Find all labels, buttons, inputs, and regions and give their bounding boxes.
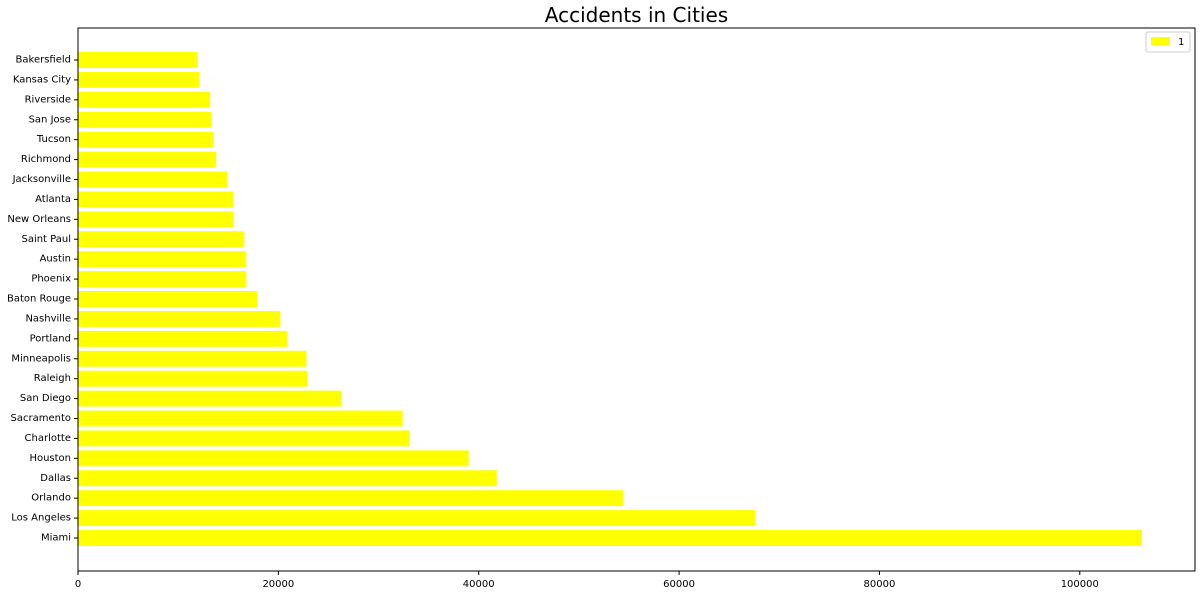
y-tick-label: New Orleans: [7, 214, 71, 225]
bar-kansas-city: [78, 71, 200, 88]
y-tick-label: Raleigh: [34, 373, 71, 384]
y-tick-label: Portland: [30, 333, 71, 344]
y-tick-label: Charlotte: [25, 433, 71, 444]
bar-tucson: [78, 131, 214, 148]
legend-swatch: [1151, 37, 1170, 45]
y-tick-label: Atlanta: [35, 194, 71, 205]
bar-austin: [78, 251, 247, 268]
y-tick-label: Bakersfield: [16, 55, 71, 66]
bar-los-angeles: [78, 510, 756, 527]
bar-san-jose: [78, 111, 212, 128]
y-tick-label: Richmond: [21, 154, 71, 165]
bar-orlando: [78, 490, 623, 507]
bar-bakersfield: [78, 52, 198, 68]
y-tick-label: Riverside: [25, 94, 71, 105]
chart-title: Accidents in Cities: [545, 3, 728, 27]
bar-nashville: [78, 310, 281, 327]
bar-dallas: [78, 470, 497, 487]
y-tick-label: Jacksonville: [12, 174, 71, 185]
bar-charlotte: [78, 430, 410, 447]
y-tick-label: Los Angeles: [11, 513, 71, 524]
x-axis: 0 20000 40000 60000 80000 100000: [75, 571, 1099, 590]
legend: 1: [1145, 31, 1191, 53]
y-tick-label: Nashville: [25, 313, 71, 324]
bar-saint-paul: [78, 231, 245, 248]
plot-frame: [77, 27, 1196, 572]
y-tick-label: Sacramento: [11, 413, 71, 424]
bar-phoenix: [78, 271, 247, 288]
x-tick-label: 0: [75, 579, 81, 590]
bars-group: [78, 52, 1142, 546]
x-tick-label: 60000: [663, 579, 695, 590]
x-tick-label: 40000: [463, 579, 495, 590]
y-tick-label: Saint Paul: [21, 234, 71, 245]
bar-houston: [78, 450, 469, 467]
y-tick-label: Baton Rouge: [7, 294, 71, 305]
x-tick-label: 20000: [262, 579, 294, 590]
y-tick-label: Orlando: [31, 493, 71, 504]
bar-jacksonville: [78, 171, 228, 188]
bar-minneapolis: [78, 350, 307, 367]
y-tick-label: Phoenix: [31, 274, 71, 285]
bar-new-orleans: [78, 211, 234, 228]
legend-label: 1: [1178, 37, 1184, 48]
y-axis: Miami Los Angeles Orlando Dallas Houston Char…: [7, 55, 78, 544]
bar-riverside: [78, 91, 211, 108]
bar-miami: [78, 530, 1142, 546]
bar-san-diego: [78, 390, 342, 407]
bar-atlanta: [78, 191, 234, 208]
y-tick-label: Tucson: [36, 134, 71, 145]
x-tick-label: 100000: [1061, 579, 1099, 590]
y-tick-label: Kansas City: [13, 74, 71, 85]
y-tick-label: Minneapolis: [11, 353, 71, 364]
y-tick-label: Austin: [40, 254, 71, 265]
bar-portland: [78, 330, 288, 347]
y-tick-label: San Jose: [29, 114, 71, 125]
x-tick-label: 80000: [864, 579, 896, 590]
bar-sacramento: [78, 410, 403, 427]
y-tick-label: Miami: [41, 533, 71, 544]
y-tick-label: Dallas: [40, 473, 71, 484]
y-tick-label: San Diego: [20, 393, 71, 404]
bar-baton-rouge: [78, 291, 258, 307]
bar-raleigh: [78, 370, 308, 387]
y-tick-label: Houston: [29, 453, 71, 464]
bar-richmond: [78, 151, 217, 168]
